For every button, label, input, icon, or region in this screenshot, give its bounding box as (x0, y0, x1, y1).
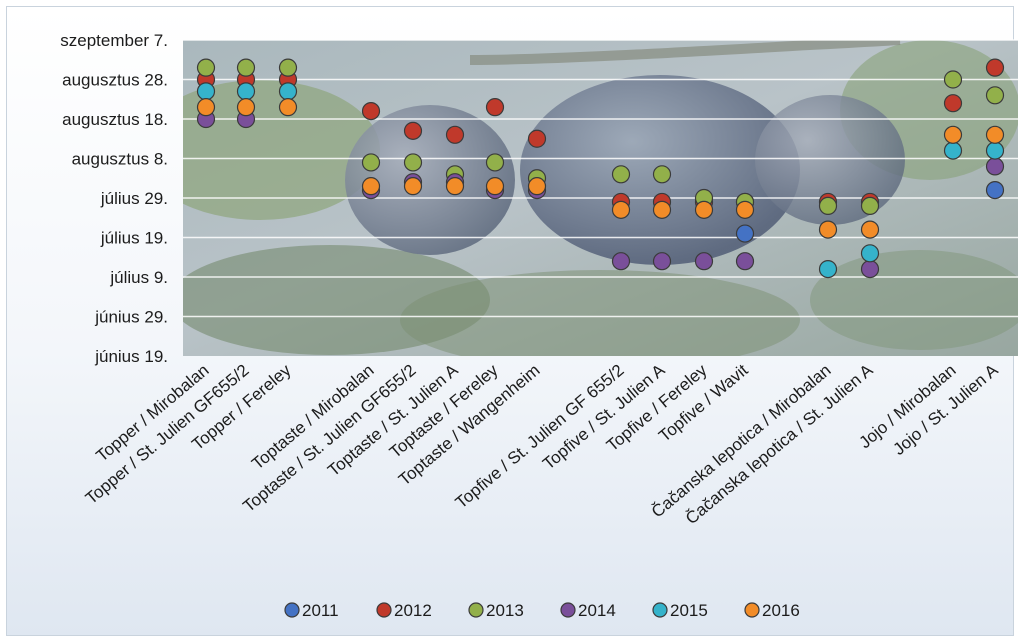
data-point-2014 (652, 252, 672, 271)
data-point-2012 (485, 98, 505, 117)
legend-label-2015: 2015 (670, 601, 708, 620)
data-point-2016 (985, 125, 1005, 144)
legend: 2011 2012 2013 2014 2015 2016 (284, 601, 800, 620)
data-point-2016 (527, 177, 547, 196)
legend-marker-2014 (560, 602, 576, 618)
data-point-2012 (943, 94, 963, 113)
data-point-2011 (985, 181, 1005, 200)
data-point-2015 (278, 82, 298, 101)
data-point-2016 (652, 200, 672, 219)
gridlines (183, 39, 1018, 318)
data-point-2016 (236, 98, 256, 117)
data-point-2012 (445, 125, 465, 144)
data-point-2013 (611, 165, 631, 184)
data-point-2013 (403, 153, 423, 172)
y-tick-label: július 29. (100, 189, 168, 208)
data-point-2013 (818, 196, 838, 215)
data-point-2013 (361, 153, 381, 172)
y-tick-label: augusztus 28. (62, 71, 168, 90)
legend-marker-2013 (468, 602, 484, 618)
data-point-2016 (361, 177, 381, 196)
data-point-2015 (943, 141, 963, 160)
data-points (196, 58, 1005, 279)
data-point-2015 (818, 260, 838, 279)
data-point-2013 (943, 70, 963, 89)
data-point-2015 (860, 244, 880, 263)
data-point-2013 (278, 58, 298, 77)
legend-marker-2015 (652, 602, 668, 618)
legend-label-2016: 2016 (762, 601, 800, 620)
y-tick-label: augusztus 18. (62, 110, 168, 129)
data-point-2016 (403, 177, 423, 196)
data-point-2016 (485, 177, 505, 196)
legend-marker-2011 (284, 602, 300, 618)
legend-marker-2016 (744, 602, 760, 618)
data-point-2016 (445, 177, 465, 196)
data-point-2012 (527, 129, 547, 148)
data-point-2016 (860, 220, 880, 239)
data-point-2012 (361, 101, 381, 121)
data-point-2013 (196, 58, 216, 77)
legend-label-2011: 2011 (302, 601, 339, 620)
y-tick-label: szeptember 7. (60, 31, 168, 50)
data-point-2013 (860, 196, 880, 215)
data-point-2011 (735, 224, 755, 243)
data-point-2016 (735, 200, 755, 219)
y-tick-label: június 29. (94, 308, 168, 327)
y-axis-ticks: június 19. június 29. július 9. július 19. j… (60, 31, 168, 366)
data-point-2014 (611, 252, 631, 271)
data-point-2013 (485, 153, 505, 172)
y-tick-label: július 19. (100, 229, 168, 248)
y-tick-label: augusztus 8. (72, 150, 168, 169)
x-tick-label: Topper / St. Julien GF655/2 (82, 361, 253, 509)
legend-marker-2012 (376, 602, 392, 618)
data-point-2013 (985, 86, 1005, 105)
data-point-2016 (196, 98, 216, 117)
data-point-2016 (818, 220, 838, 239)
data-point-2014 (694, 252, 714, 271)
data-point-2014 (985, 157, 1005, 176)
data-point-2016 (943, 125, 963, 144)
data-point-2014 (860, 260, 880, 279)
data-point-2015 (236, 82, 256, 101)
data-point-2013 (236, 58, 256, 77)
data-point-2015 (196, 82, 216, 101)
plot-background-photo (183, 40, 1018, 356)
data-point-2012 (985, 58, 1005, 77)
legend-label-2012: 2012 (394, 601, 432, 620)
data-point-2016 (611, 200, 631, 219)
data-point-2012 (403, 121, 423, 140)
data-point-2013 (652, 165, 672, 184)
data-point-2016 (278, 98, 298, 117)
data-point-2014 (735, 252, 755, 271)
legend-label-2013: 2013 (486, 601, 524, 620)
y-tick-label: június 19. (94, 347, 168, 366)
data-point-2015 (985, 141, 1005, 160)
legend-label-2014: 2014 (578, 601, 616, 620)
y-tick-label: július 9. (109, 268, 168, 287)
data-point-2016 (694, 200, 714, 219)
